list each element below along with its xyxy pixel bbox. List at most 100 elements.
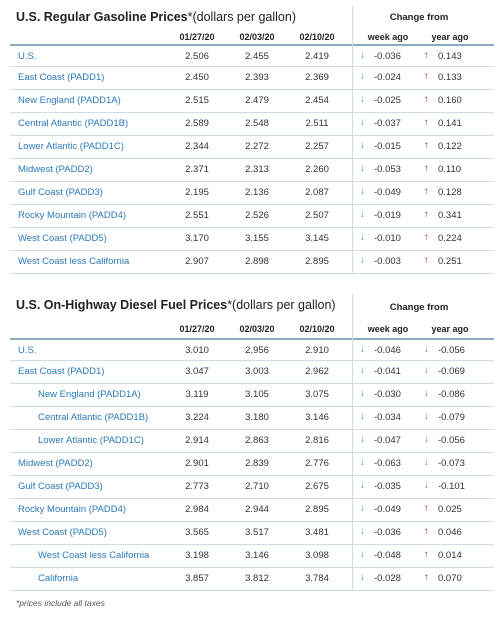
down-arrow-icon: ↓: [360, 388, 365, 399]
region-link[interactable]: New England (PADD1A): [38, 389, 141, 400]
region-link[interactable]: West Coast (PADD5): [18, 527, 107, 538]
price-cell: 3.155: [245, 233, 269, 244]
price-cell: 3.146: [245, 550, 269, 561]
diesel-table-title: U.S. On-Highway Diesel Fuel Prices*(doll…: [16, 298, 336, 312]
price-cell: 2.910: [305, 345, 329, 356]
down-arrow-icon: ↓: [360, 186, 365, 197]
region-link[interactable]: West Coast less California: [38, 550, 150, 561]
year-change-value: 0.025: [438, 504, 462, 515]
region-link[interactable]: Lower Atlantic (PADD1C): [38, 435, 144, 446]
year-change-value: -0.073: [438, 458, 465, 469]
price-cell: 3.224: [185, 412, 209, 423]
down-arrow-icon: ↓: [424, 365, 429, 376]
up-arrow-icon: ↑: [424, 572, 429, 583]
price-cell: 2.548: [245, 118, 269, 129]
diesel-rows: U.S. 3.010 2.956 2.910 ↓ -0.046 ↓ -0.056 East Co…: [10, 338, 494, 591]
year-change-value: 0.070: [438, 573, 462, 584]
region-link[interactable]: U.S.: [18, 345, 37, 356]
table-row: Lower Atlantic (PADD1C) 2.344 2.272 2.257 ↓ -…: [10, 136, 494, 159]
down-arrow-icon: ↓: [360, 94, 365, 105]
region-link[interactable]: East Coast (PADD1): [18, 72, 105, 83]
price-cell: 2.479: [245, 95, 269, 106]
down-arrow-icon: ↓: [424, 411, 429, 422]
region-link[interactable]: New England (PADD1A): [18, 95, 121, 106]
region-link[interactable]: Lower Atlantic (PADD1C): [18, 141, 124, 152]
down-arrow-icon: ↓: [360, 503, 365, 514]
gasoline-table-title: U.S. Regular Gasoline Prices*(dollars pe…: [16, 10, 296, 24]
week-change-value: -0.015: [374, 141, 401, 152]
price-cell: 3.784: [305, 573, 329, 584]
table-row: U.S. 2.506 2.455 2.419 ↓ -0.036 ↑ 0.143: [10, 44, 494, 67]
up-arrow-icon: ↑: [424, 71, 429, 82]
week-change-value: -0.024: [374, 72, 401, 83]
price-cell: 2.419: [305, 51, 329, 62]
year-change-value: -0.086: [438, 389, 465, 400]
price-cell: 2.455: [245, 51, 269, 62]
region-link[interactable]: U.S.: [18, 51, 37, 62]
price-cell: 2.675: [305, 481, 329, 492]
price-cell: 2.956: [245, 345, 269, 356]
diesel-col-date-2: 02/03/20: [239, 324, 275, 334]
diesel-prices-table: U.S. On-Highway Diesel Fuel Prices*(doll…: [10, 294, 494, 594]
gasoline-col-date-1: 01/27/20: [179, 32, 215, 42]
price-cell: 2.901: [185, 458, 209, 469]
up-arrow-icon: ↑: [424, 549, 429, 560]
price-cell: 3.075: [305, 389, 329, 400]
price-cell: 3.517: [245, 527, 269, 538]
gasoline-change-from-header: Change from: [389, 12, 449, 23]
region-link[interactable]: Gulf Coast (PADD3): [18, 187, 103, 198]
price-cell: 2.506: [185, 51, 209, 62]
region-link[interactable]: Rocky Mountain (PADD4): [18, 210, 127, 221]
table-row: Central Atlantic (PADD1B) 2.589 2.548 2.511…: [10, 113, 494, 136]
down-arrow-icon: ↓: [424, 434, 429, 445]
table-row: U.S. 3.010 2.956 2.910 ↓ -0.046 ↓ -0.056: [10, 338, 494, 361]
diesel-title-unit: *(dollars per gallon): [227, 298, 336, 312]
table-row: Midwest (PADD2) 2.901 2.839 2.776 ↓ -0.063 ↓ -0…: [10, 453, 494, 476]
up-arrow-icon: ↑: [424, 140, 429, 151]
price-cell: 3.146: [305, 412, 329, 423]
price-cell: 2.776: [305, 458, 329, 469]
price-cell: 2.313: [245, 164, 269, 175]
price-cell: 2.260: [305, 164, 329, 175]
gasoline-col-year-ago: year ago: [431, 32, 469, 42]
year-change-value: 0.143: [438, 51, 462, 62]
up-arrow-icon: ↑: [424, 163, 429, 174]
table-row: West Coast (PADD5) 3.170 3.155 3.145 ↓ -0.010…: [10, 228, 494, 251]
region-link[interactable]: East Coast (PADD1): [18, 366, 105, 377]
price-cell: 2.907: [185, 256, 209, 267]
week-change-value: -0.041: [374, 366, 401, 377]
up-arrow-icon: ↑: [424, 50, 429, 61]
gasoline-divider: [352, 6, 353, 274]
diesel-title-text: U.S. On-Highway Diesel Fuel Prices: [16, 298, 228, 312]
price-cell: 2.450: [185, 72, 209, 83]
table-row: Midwest (PADD2) 2.371 2.313 2.260 ↓ -0.053 ↑ 0.…: [10, 159, 494, 182]
region-link[interactable]: Midwest (PADD2): [18, 458, 93, 469]
table-row: New England (PADD1A) 2.515 2.479 2.454 ↓ -0.0…: [10, 90, 494, 113]
price-cell: 2.507: [305, 210, 329, 221]
diesel-col-week-ago: week ago: [367, 324, 409, 334]
region-link[interactable]: West Coast (PADD5): [18, 233, 107, 244]
price-cell: 3.812: [245, 573, 269, 584]
year-change-value: 0.251: [438, 256, 462, 267]
region-link[interactable]: Gulf Coast (PADD3): [18, 481, 103, 492]
week-change-value: -0.030: [374, 389, 401, 400]
region-link[interactable]: Midwest (PADD2): [18, 164, 93, 175]
week-change-value: -0.047: [374, 435, 401, 446]
down-arrow-icon: ↓: [360, 457, 365, 468]
price-cell: 2.393: [245, 72, 269, 83]
year-change-value: 0.224: [438, 233, 462, 244]
up-arrow-icon: ↑: [424, 186, 429, 197]
region-link[interactable]: Rocky Mountain (PADD4): [18, 504, 127, 515]
price-cell: 2.962: [305, 366, 329, 377]
price-cell: 2.454: [305, 95, 329, 106]
price-cell: 3.098: [305, 550, 329, 561]
region-link[interactable]: Central Atlantic (PADD1B): [18, 118, 129, 129]
down-arrow-icon: ↓: [424, 388, 429, 399]
region-link[interactable]: Central Atlantic (PADD1B): [38, 412, 149, 423]
region-link[interactable]: West Coast less California: [18, 256, 130, 267]
price-cell: 3.145: [305, 233, 329, 244]
table-row: East Coast (PADD1) 3.047 3.003 2.962 ↓ -0.041…: [10, 361, 494, 384]
year-change-value: 0.128: [438, 187, 462, 198]
week-change-value: -0.025: [374, 95, 401, 106]
region-link[interactable]: California: [38, 573, 79, 584]
